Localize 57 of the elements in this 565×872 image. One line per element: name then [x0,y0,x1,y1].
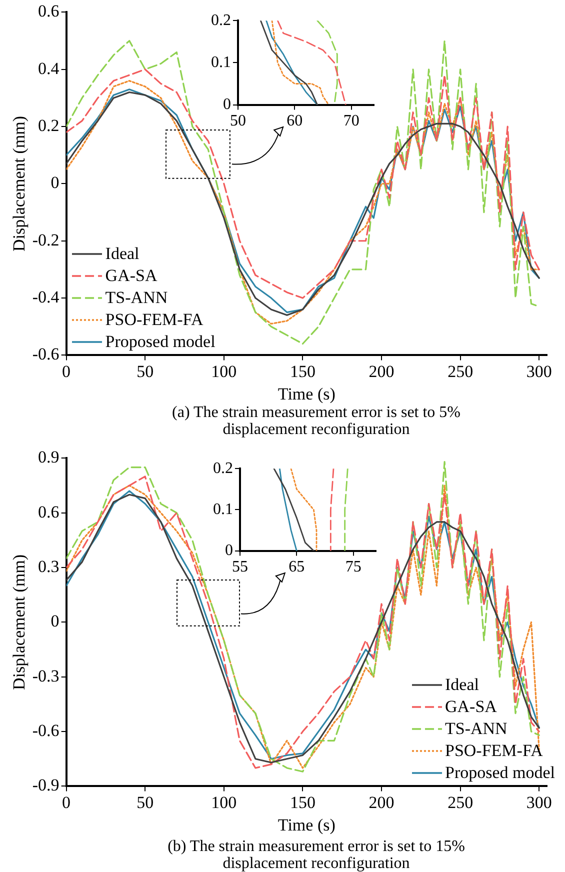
x-tick-label: 200 [368,792,394,812]
x-tick-label: 150 [290,792,316,812]
legend-label: GA-SA [445,697,497,718]
x-tick-label: 250 [448,362,474,381]
legend-label: Proposed model [445,763,556,784]
x-tick-label: 55 [232,558,248,576]
x-axis-title: Time (s) [278,815,336,834]
y-tick-label: 0.1 [210,54,231,72]
legend-label: PSO-FEM-FA [445,741,543,762]
legend-label: TS-ANN [445,719,508,740]
text: (b) The strain measurement error is set to 15% displacement reconfiguration [166,838,466,872]
y-tick-label: 0.4 [38,58,60,78]
legend-label: Ideal [105,244,140,264]
y-tick-label: -0.2 [32,230,60,250]
x-tick-label: 75 [346,558,362,576]
y-axis-title: Displacement (mm) [10,554,29,690]
y-tick-label: 0.3 [38,557,60,576]
line-series [276,20,346,106]
y-tick-label: 0 [222,96,231,114]
legend-label: GA-SA [105,266,158,286]
x-tick-label: 100 [211,792,237,812]
y-tick-label: 0.1 [213,500,234,518]
y-tick-label: 0 [50,173,60,192]
x-tick-label: 50 [136,362,154,381]
y-tick-label: 0 [50,612,60,631]
legend-label: Ideal [445,675,479,696]
x-tick-label: 70 [343,112,360,130]
y-tick-label: -0.9 [32,776,60,795]
x-tick-label: 65 [289,558,306,576]
x-tick-label: 300 [526,362,552,381]
y-tick-label: 0.6 [38,2,60,21]
y-axis-title: Displacement (mm) [10,116,29,252]
legend-label: TS-ANN [105,288,168,308]
y-tick-label: 0.9 [38,448,60,467]
x-tick-label: 250 [448,792,474,812]
x-tick-label: 100 [211,362,237,381]
x-tick-label: 300 [526,792,552,812]
x-tick-label: 50 [230,112,246,130]
text: (a) The strain measurement error is set to 5% displacement reconfiguration [171,404,462,438]
y-tick-label: -0.6 [32,344,60,364]
y-tick-label: 0 [225,542,234,559]
y-tick-label: 0.6 [38,502,60,522]
legend-label: PSO-FEM-FA [105,310,204,330]
x-tick-label: 60 [286,112,303,130]
x-tick-label: 50 [136,792,154,812]
x-tick-label: 150 [290,362,316,381]
y-tick-label: -0.4 [32,288,60,306]
y-tick-label: 0.2 [213,460,234,477]
y-tick-label: 0.2 [38,116,60,135]
y-tick-label: -0.6 [32,721,60,740]
y-tick-label: 0.2 [210,12,231,30]
x-axis-title: Time (s) [278,384,336,404]
x-tick-label: 200 [368,362,394,381]
line-series [290,468,318,551]
line-series [271,20,330,106]
y-tick-label: -0.3 [32,666,60,686]
legend-label: Proposed model [105,332,216,352]
